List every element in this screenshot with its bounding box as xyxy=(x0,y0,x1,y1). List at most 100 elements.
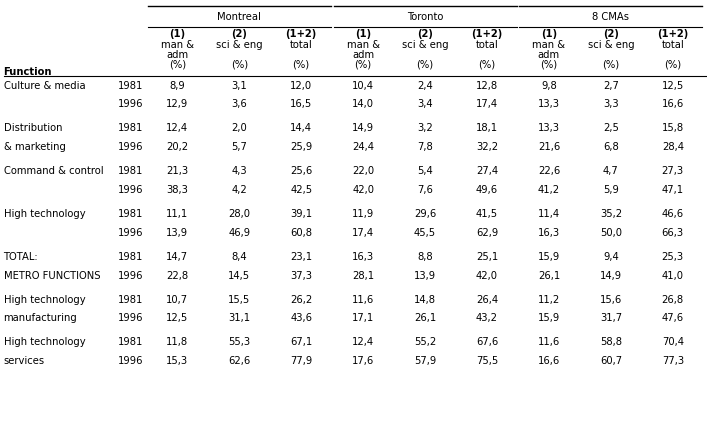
Text: 66,3: 66,3 xyxy=(662,228,684,238)
Text: 1996: 1996 xyxy=(118,313,144,324)
Text: 14,0: 14,0 xyxy=(352,99,374,110)
Text: 17,1: 17,1 xyxy=(352,313,374,324)
Text: (%): (%) xyxy=(479,59,496,69)
Text: 18,1: 18,1 xyxy=(476,123,498,134)
Text: 1981: 1981 xyxy=(118,166,144,176)
Text: 2,4: 2,4 xyxy=(417,80,433,91)
Text: (1+2): (1+2) xyxy=(286,29,317,39)
Text: 11,9: 11,9 xyxy=(352,209,374,219)
Text: 70,4: 70,4 xyxy=(662,337,684,348)
Text: 49,6: 49,6 xyxy=(476,185,498,195)
Text: 1981: 1981 xyxy=(118,337,144,348)
Text: 12,0: 12,0 xyxy=(290,80,312,91)
Text: 47,1: 47,1 xyxy=(662,185,684,195)
Text: Distribution: Distribution xyxy=(4,123,62,134)
Text: 46,9: 46,9 xyxy=(228,228,250,238)
Text: 15,6: 15,6 xyxy=(600,294,622,305)
Text: adm: adm xyxy=(166,50,188,60)
Text: 16,6: 16,6 xyxy=(662,99,684,110)
Text: 17,4: 17,4 xyxy=(476,99,498,110)
Text: 13,3: 13,3 xyxy=(538,99,560,110)
Text: 25,9: 25,9 xyxy=(290,142,312,152)
Text: 75,5: 75,5 xyxy=(476,356,498,366)
Text: man &: man & xyxy=(160,40,194,50)
Text: 37,3: 37,3 xyxy=(290,270,312,281)
Text: 9,8: 9,8 xyxy=(541,80,557,91)
Text: Function: Function xyxy=(4,67,52,77)
Text: 3,3: 3,3 xyxy=(603,99,619,110)
Text: man &: man & xyxy=(346,40,380,50)
Text: 14,9: 14,9 xyxy=(352,123,374,134)
Text: 2,5: 2,5 xyxy=(603,123,619,134)
Text: 77,9: 77,9 xyxy=(290,356,312,366)
Text: High technology: High technology xyxy=(4,294,85,305)
Text: 1981: 1981 xyxy=(118,123,144,134)
Text: 45,5: 45,5 xyxy=(414,228,436,238)
Text: 31,1: 31,1 xyxy=(228,313,250,324)
Text: 5,4: 5,4 xyxy=(417,166,433,176)
Text: (1): (1) xyxy=(541,29,557,39)
Text: 55,3: 55,3 xyxy=(228,337,250,348)
Text: 15,3: 15,3 xyxy=(166,356,188,366)
Text: sci & eng: sci & eng xyxy=(402,40,448,50)
Text: 6,8: 6,8 xyxy=(603,142,619,152)
Text: 13,9: 13,9 xyxy=(166,228,188,238)
Text: High technology: High technology xyxy=(4,209,85,219)
Text: 12,5: 12,5 xyxy=(166,313,189,324)
Text: 4,3: 4,3 xyxy=(231,166,247,176)
Text: 42,5: 42,5 xyxy=(290,185,312,195)
Text: 16,3: 16,3 xyxy=(352,252,374,262)
Text: 11,4: 11,4 xyxy=(538,209,560,219)
Text: 1981: 1981 xyxy=(118,209,144,219)
Text: 41,0: 41,0 xyxy=(662,270,684,281)
Text: 22,0: 22,0 xyxy=(352,166,374,176)
Text: 11,6: 11,6 xyxy=(538,337,560,348)
Text: 26,2: 26,2 xyxy=(290,294,312,305)
Text: 39,1: 39,1 xyxy=(290,209,312,219)
Text: METRO FUNCTIONS: METRO FUNCTIONS xyxy=(4,270,100,281)
Text: 67,1: 67,1 xyxy=(290,337,312,348)
Text: 11,6: 11,6 xyxy=(352,294,374,305)
Text: total: total xyxy=(290,40,312,50)
Text: 12,8: 12,8 xyxy=(476,80,498,91)
Text: 11,8: 11,8 xyxy=(166,337,188,348)
Text: 29,6: 29,6 xyxy=(414,209,436,219)
Text: 43,2: 43,2 xyxy=(476,313,498,324)
Text: High technology: High technology xyxy=(4,337,85,348)
Text: (1+2): (1+2) xyxy=(472,29,503,39)
Text: 26,1: 26,1 xyxy=(538,270,560,281)
Text: 15,9: 15,9 xyxy=(538,313,560,324)
Text: 27,4: 27,4 xyxy=(476,166,498,176)
Text: 1996: 1996 xyxy=(118,228,144,238)
Text: 32,2: 32,2 xyxy=(476,142,498,152)
Text: (%): (%) xyxy=(664,59,682,69)
Text: 28,1: 28,1 xyxy=(352,270,374,281)
Text: man &: man & xyxy=(532,40,566,50)
Text: Culture & media: Culture & media xyxy=(4,80,85,91)
Text: 13,3: 13,3 xyxy=(538,123,560,134)
Text: 47,6: 47,6 xyxy=(662,313,684,324)
Text: 1981: 1981 xyxy=(118,294,144,305)
Text: 60,8: 60,8 xyxy=(290,228,312,238)
Text: 3,1: 3,1 xyxy=(231,80,247,91)
Text: (%): (%) xyxy=(416,59,433,69)
Text: 12,9: 12,9 xyxy=(166,99,189,110)
Text: 12,5: 12,5 xyxy=(662,80,684,91)
Text: 38,3: 38,3 xyxy=(166,185,188,195)
Text: 2,0: 2,0 xyxy=(231,123,247,134)
Text: (%): (%) xyxy=(293,59,310,69)
Text: total: total xyxy=(662,40,684,50)
Text: & marketing: & marketing xyxy=(4,142,66,152)
Text: 5,7: 5,7 xyxy=(231,142,247,152)
Text: Toronto: Toronto xyxy=(407,12,443,22)
Text: 5,9: 5,9 xyxy=(603,185,619,195)
Text: 8,9: 8,9 xyxy=(170,80,185,91)
Text: 46,6: 46,6 xyxy=(662,209,684,219)
Text: 14,9: 14,9 xyxy=(600,270,622,281)
Text: 1996: 1996 xyxy=(118,270,144,281)
Text: 12,4: 12,4 xyxy=(166,123,188,134)
Text: 14,7: 14,7 xyxy=(166,252,188,262)
Text: 42,0: 42,0 xyxy=(476,270,498,281)
Text: 16,3: 16,3 xyxy=(538,228,560,238)
Text: 4,2: 4,2 xyxy=(231,185,247,195)
